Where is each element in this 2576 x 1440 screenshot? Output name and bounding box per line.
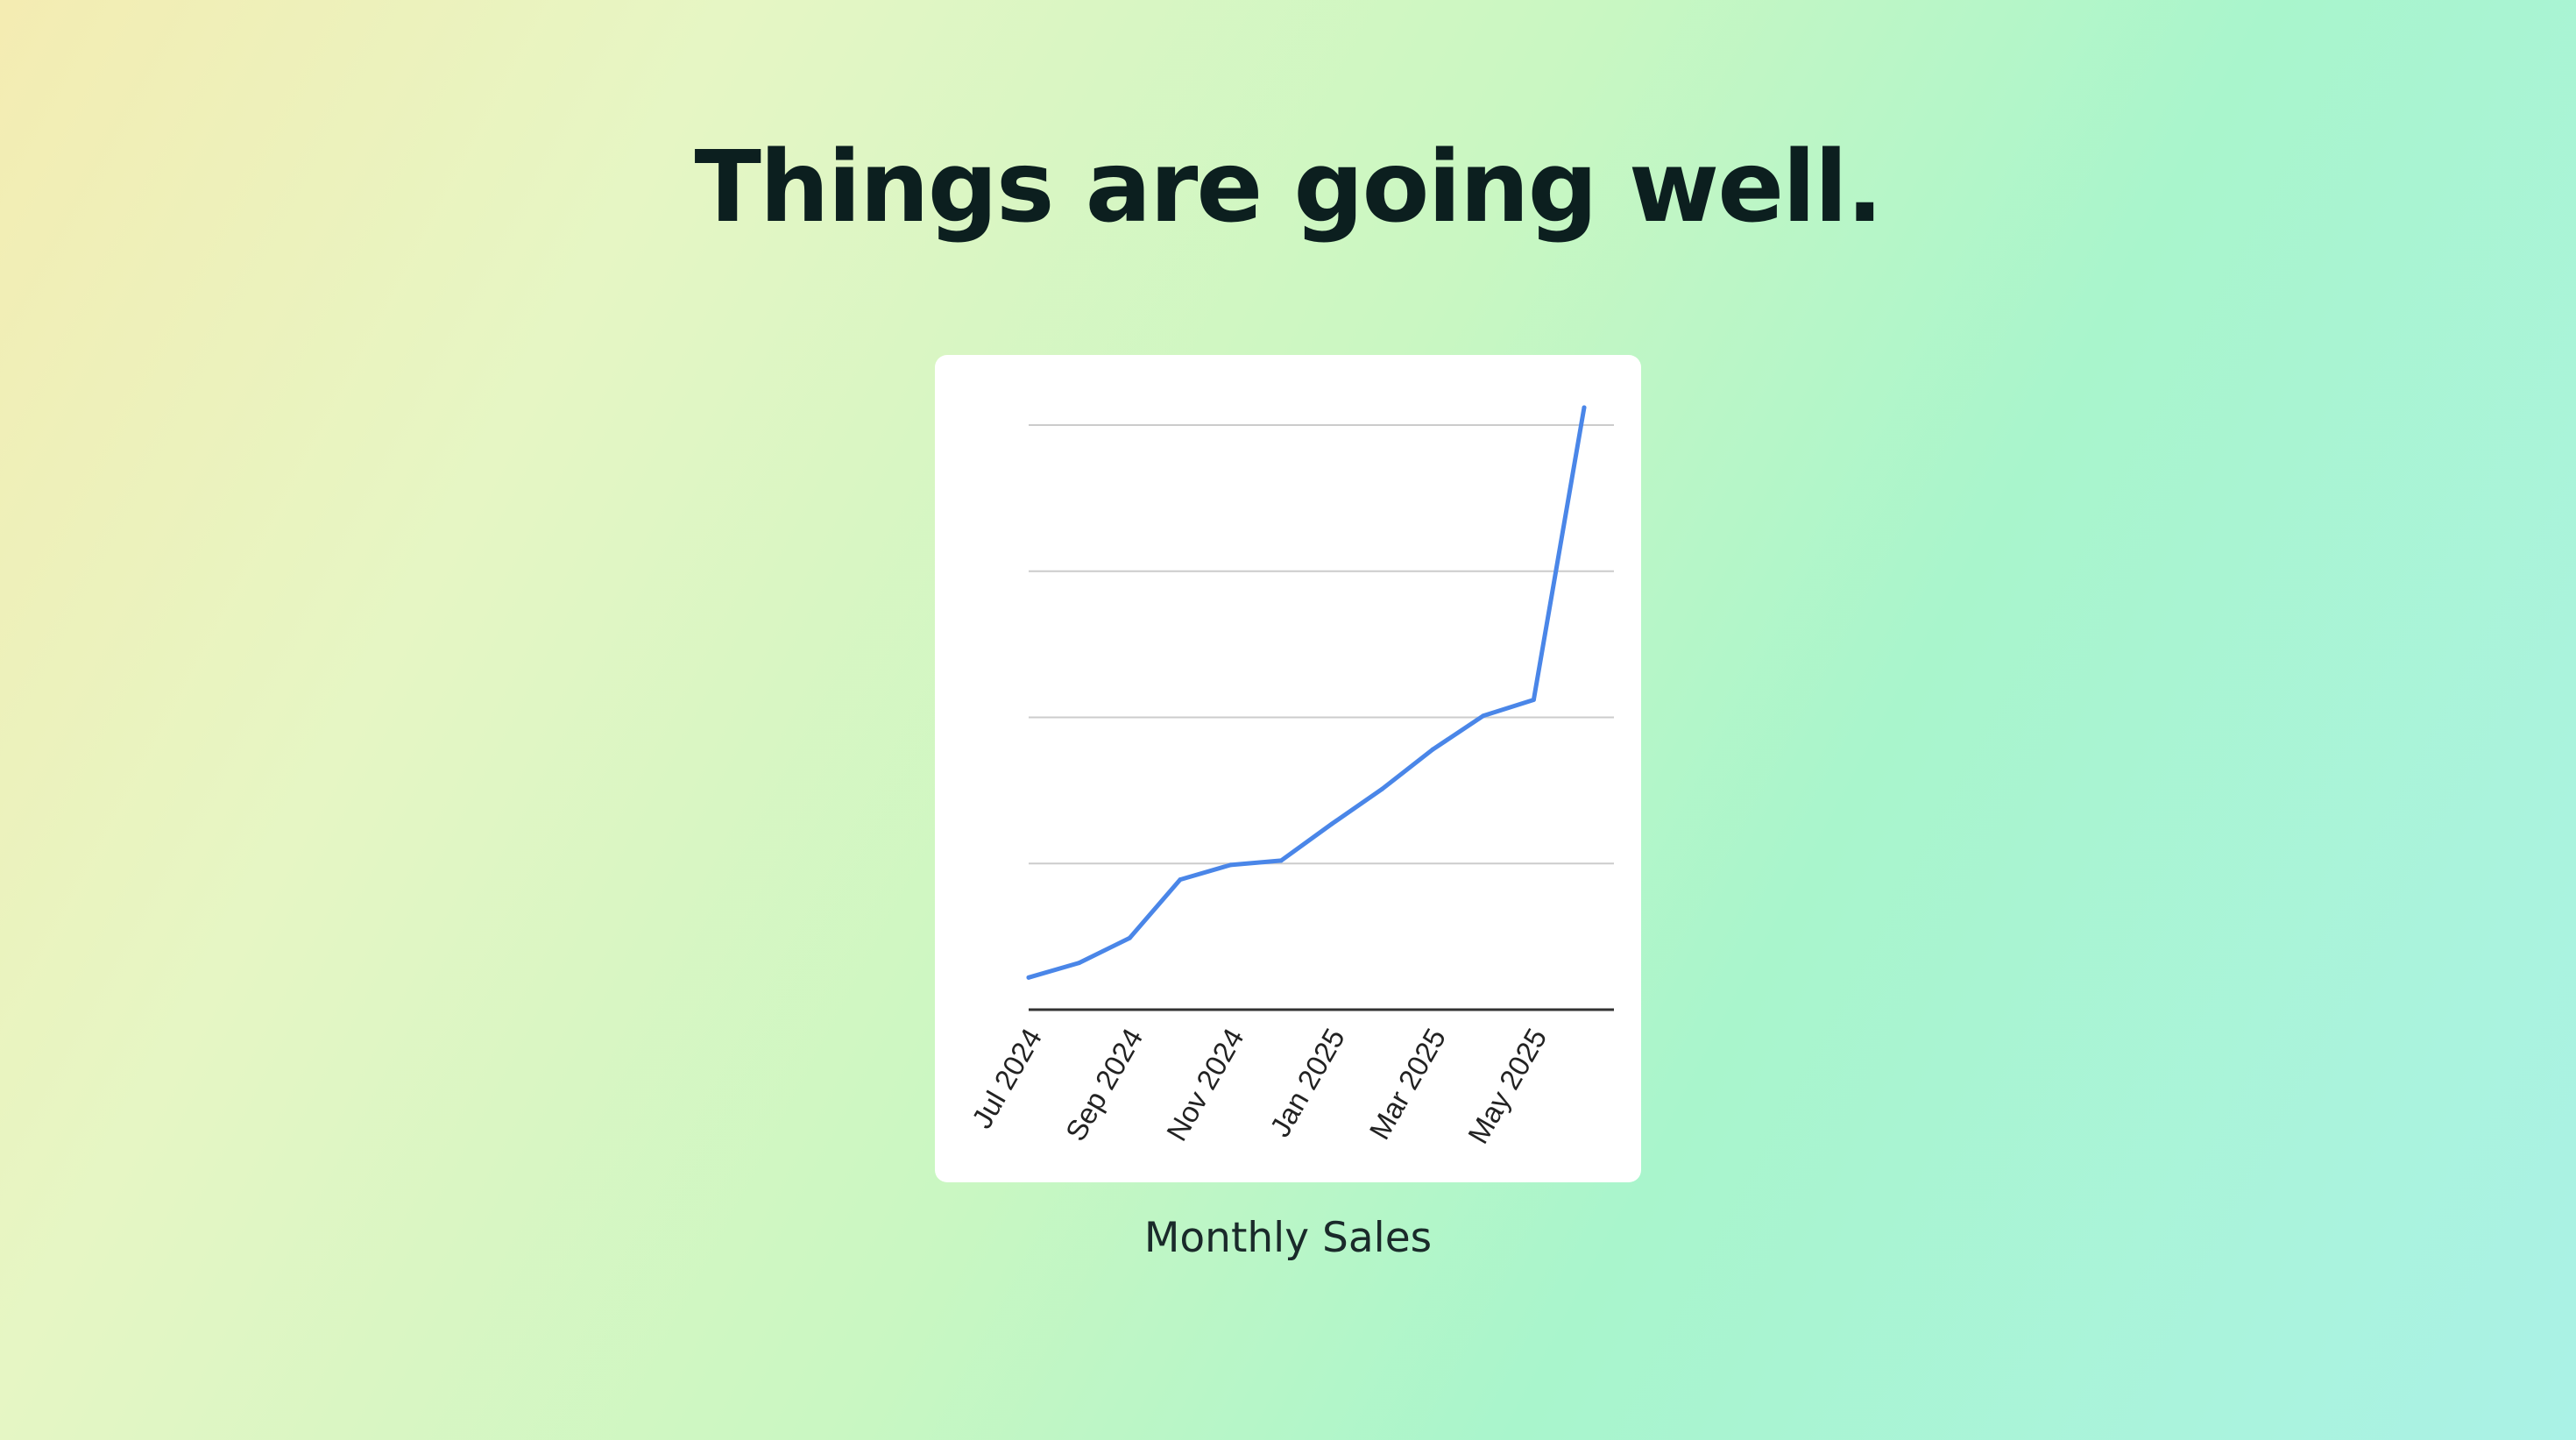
series-line-0 — [1026, 405, 1587, 980]
data-point-sep-2024 — [1127, 935, 1132, 940]
data-point-jun-2025 — [1582, 405, 1587, 410]
data-point-mar-2025 — [1430, 747, 1435, 752]
monthly-sales-line-chart: Jul 2024 Sep 2024 Nov 2024 Jan 2025 Mar 2025… — [966, 405, 1614, 1149]
data-point-aug-2024 — [1077, 961, 1082, 966]
data-point-oct-2024 — [1178, 877, 1183, 883]
x-tick-label-sep-2024: Sep 2024 — [1059, 1023, 1150, 1146]
data-point-jan-2025 — [1329, 821, 1334, 826]
x-tick-label-jul-2024: Jul 2024 — [966, 1023, 1048, 1134]
chart-caption: Monthly Sales — [1143, 1214, 1433, 1262]
x-tick-label-may-2025: May 2025 — [1461, 1023, 1553, 1149]
x-tick-label-mar-2025: Mar 2025 — [1362, 1023, 1452, 1145]
x-tick-label-nov-2024: Nov 2024 — [1160, 1023, 1250, 1146]
data-point-nov-2024 — [1228, 862, 1234, 868]
data-point-apr-2025 — [1481, 713, 1486, 719]
chart-card: Jul 2024 Sep 2024 Nov 2024 Jan 2025 Mar 2025… — [935, 355, 1641, 1182]
page-headline: Things are going well. — [694, 131, 1883, 245]
x-tick-labels: Jul 2024 Sep 2024 Nov 2024 Jan 2025 Mar 2025… — [966, 1023, 1553, 1149]
data-point-feb-2025 — [1379, 786, 1384, 791]
data-point-may-2025 — [1531, 697, 1536, 702]
x-tick-label-jan-2025: Jan 2025 — [1263, 1023, 1351, 1142]
data-point-jul-2024 — [1026, 975, 1031, 980]
series-layer — [1026, 405, 1587, 980]
gridlines — [1029, 424, 1614, 865]
data-point-dec-2024 — [1278, 858, 1284, 863]
